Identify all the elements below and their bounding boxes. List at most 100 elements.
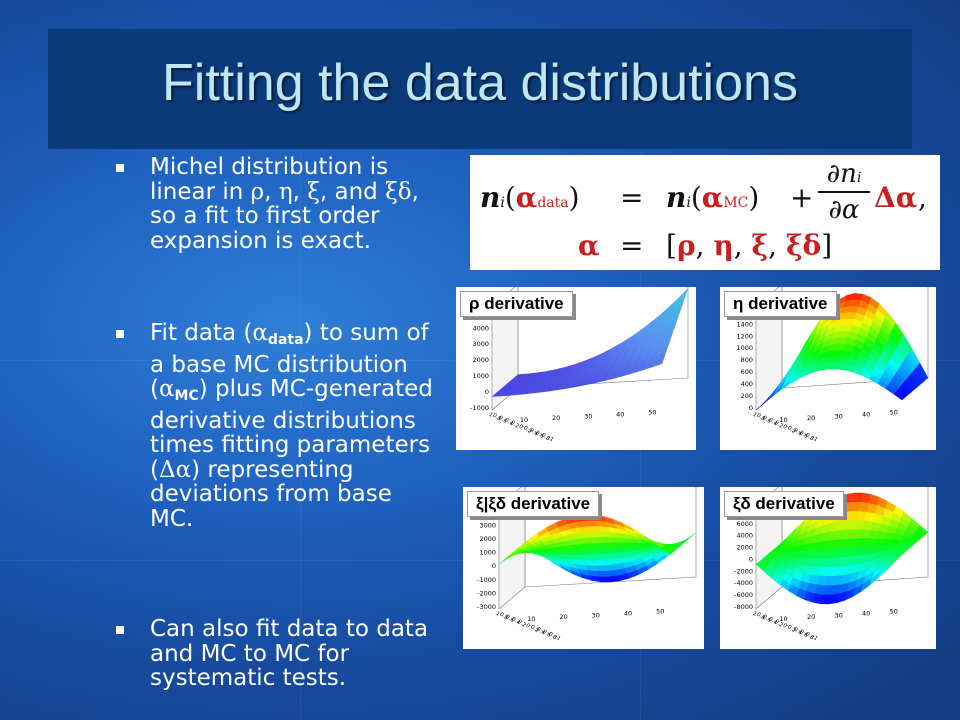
y-tick-label: 3000 xyxy=(472,340,489,348)
plot-title: η derivative xyxy=(724,291,837,317)
depth-tick-label: 0.4 xyxy=(503,417,514,427)
bullet-text: Can also fit data to data and MC to MC f… xyxy=(150,616,429,691)
depth-tick-label: 0.6 xyxy=(761,614,772,624)
x-tick-label: 50 xyxy=(656,608,664,616)
y-tick-label: 0 xyxy=(749,555,753,563)
bullet-text: ) representing deviations from base MC. xyxy=(150,456,392,532)
y-tick-label: -4000 xyxy=(734,579,753,587)
depth-tick-label: 0 xyxy=(781,623,788,630)
plot-title: ρ derivative xyxy=(460,291,573,317)
depth-tick-label: -0.6 xyxy=(532,429,545,440)
depth-tick-label: -0.6 xyxy=(796,429,809,440)
delta-alpha-symbol: Δα xyxy=(158,456,192,483)
x-tick-label: 10 xyxy=(779,615,787,623)
alpha-vector: α xyxy=(578,229,600,262)
x-tick-label: 20 xyxy=(552,414,560,422)
y-tick-label: 800 xyxy=(741,356,753,364)
y-tick-label: 1000 xyxy=(479,549,496,557)
y-tick-label: 0 xyxy=(492,562,496,570)
bullet-marker-icon xyxy=(116,164,124,172)
depth-tick-label: 1 xyxy=(751,412,757,419)
y-tick-label: 6000 xyxy=(736,520,753,528)
y-tick-label: 400 xyxy=(741,380,753,388)
bullet-item: Michel distribution is linear in ρ, η, ξ… xyxy=(112,155,442,253)
y-tick-label: -2000 xyxy=(477,589,496,597)
bullet-text: , and xyxy=(319,178,386,205)
alpha-symbol: α xyxy=(158,376,175,402)
equals-sign: = xyxy=(620,181,644,214)
y-tick-label: -3000 xyxy=(477,603,496,611)
equation-box: ni(αdata) = ni(αMC) + ∂ni ∂α Δα , α = [ρ… xyxy=(470,155,940,270)
depth-tick-label: 0.6 xyxy=(504,614,515,624)
depth-tick-label: -0.2 xyxy=(527,623,539,634)
depth-tick-label: -0.8 xyxy=(802,630,815,641)
fraction-denominator: ∂α xyxy=(828,195,860,225)
fraction-bar xyxy=(818,191,870,193)
bullet-marker-icon xyxy=(116,626,124,634)
depth-tick-label: -1 xyxy=(547,435,555,443)
depth-tick-label: 0.8 xyxy=(498,612,509,622)
depth-tick-label: -1 xyxy=(554,634,562,642)
y-tick-label: -6000 xyxy=(734,591,753,599)
alpha-subscript: MC xyxy=(174,388,199,404)
x-tick-label: 20 xyxy=(559,613,567,621)
bullet-text: Fit data ( xyxy=(150,320,253,346)
alpha-subscript: data xyxy=(267,332,304,348)
plot-title: ξ|ξδ derivative xyxy=(467,491,600,517)
depth-tick-label: 0.2 xyxy=(773,420,784,430)
y-tick-label: -1000 xyxy=(470,404,489,412)
depth-tick-label: -1 xyxy=(811,435,819,443)
xi-derivative-plot: 40003000200010000-1000-2000-300010203040… xyxy=(463,487,704,649)
y-tick-label: 1200 xyxy=(736,332,753,340)
depth-tick-label: -0.2 xyxy=(520,424,532,435)
bullet-text: Michel distribution is linear in xyxy=(150,154,389,205)
depth-tick-label: 0.4 xyxy=(510,616,521,626)
y-tick-label: 2000 xyxy=(479,535,496,543)
plus-sign: + xyxy=(790,181,814,214)
y-tick-label: 4000 xyxy=(736,532,753,540)
y-tick-label: -2000 xyxy=(734,567,753,575)
equals-sign: = xyxy=(620,229,644,262)
plot-side-panel xyxy=(498,487,526,610)
y-tick-label: 0 xyxy=(749,404,753,412)
equation-lhs: ni(αdata) xyxy=(480,181,580,214)
depth-tick-label: 1 xyxy=(751,611,757,618)
delta-alpha: Δα xyxy=(874,181,918,214)
depth-tick-label: 1 xyxy=(487,412,493,419)
surface-patch xyxy=(652,357,665,368)
y-tick-label: -8000 xyxy=(734,603,753,611)
equation-comma: , xyxy=(918,181,927,214)
plot-title: ξδ derivative xyxy=(724,491,844,517)
rho-derivative-plot: 500040003000200010000-1000102030405010.8… xyxy=(456,287,696,450)
depth-tick-label: 0.8 xyxy=(755,413,766,423)
depth-tick-label: 0.2 xyxy=(773,619,784,629)
depth-tick-label: -0.8 xyxy=(802,431,815,442)
y-tick-label: 1400 xyxy=(736,320,753,328)
x-tick-label: 40 xyxy=(862,609,870,617)
x-tick-label: 50 xyxy=(890,608,898,616)
depth-tick-label: 0.6 xyxy=(497,415,508,425)
x-tick-label: 40 xyxy=(862,410,870,418)
y-tick-label: 0 xyxy=(485,388,489,396)
x-tick-label: 10 xyxy=(520,416,528,424)
alpha-symbol: α xyxy=(252,320,268,346)
x-tick-label: 40 xyxy=(616,410,624,418)
x-tick-label: 50 xyxy=(890,409,898,417)
y-tick-label: 2000 xyxy=(472,356,489,364)
surface-patch xyxy=(893,552,905,563)
bullet-text: ) to sum of a base MC distribution ( xyxy=(150,320,429,402)
depth-tick-label: 0.8 xyxy=(755,612,766,622)
bullet-text: , xyxy=(264,178,279,205)
depth-tick-label: -1 xyxy=(811,634,819,642)
parameter-list: [ρ, η, ξ, ξδ] xyxy=(666,229,833,262)
x-tick-label: 30 xyxy=(584,412,592,420)
surface-plot-svg: 1600140012001000800600400200010203040501… xyxy=(736,287,929,443)
fraction-numerator-subscript: i xyxy=(856,170,862,186)
x-tick-label: 30 xyxy=(835,611,843,619)
depth-tick-label: 0.6 xyxy=(761,415,772,425)
bullet-item: Can also fit data to data and MC to MC f… xyxy=(112,617,442,691)
title-band: Fitting the data distributions xyxy=(48,29,912,149)
y-tick-label: 600 xyxy=(741,368,753,376)
x-tick-label: 10 xyxy=(779,416,787,424)
x-tick-label: 40 xyxy=(624,609,632,617)
